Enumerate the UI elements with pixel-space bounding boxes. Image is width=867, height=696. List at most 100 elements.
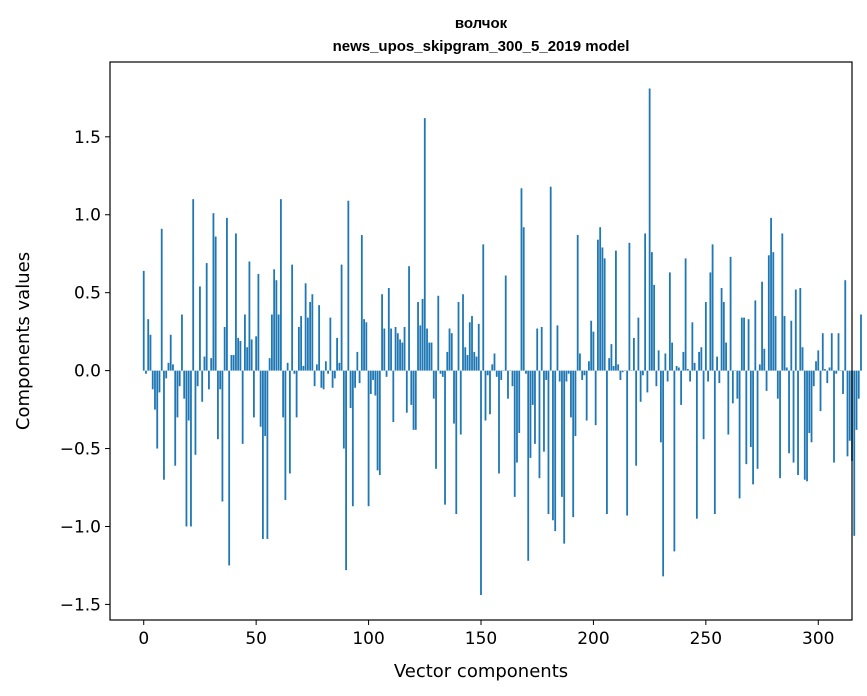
x-tick-label: 150: [465, 629, 497, 649]
bar-212: [619, 370, 622, 380]
bar-82: [327, 370, 329, 374]
bar-17: [181, 314, 183, 371]
bar-83: [329, 317, 332, 371]
bar-232: [664, 353, 667, 371]
y-tick-label: −1.0: [60, 517, 101, 537]
bar-291: [797, 370, 799, 476]
bar-224: [646, 370, 649, 393]
bar-244: [691, 322, 694, 371]
bar-210: [615, 250, 617, 371]
bar-33: [217, 370, 219, 440]
bar-170: [525, 370, 527, 374]
bar-222: [641, 370, 644, 376]
bar-14: [174, 370, 177, 466]
bar-96: [358, 370, 361, 384]
bar-10: [165, 370, 168, 379]
bar-73: [306, 317, 309, 371]
bar-56: [268, 358, 271, 371]
bar-208: [610, 344, 613, 371]
bar-45: [244, 314, 246, 371]
bar-314: [848, 370, 851, 441]
bar-63: [284, 370, 287, 500]
bar-1: [145, 370, 147, 374]
bar-205: [603, 258, 606, 371]
bar-59: [275, 280, 278, 371]
bar-281: [774, 316, 777, 371]
bar-255: [716, 356, 718, 371]
bar-216: [628, 242, 631, 371]
bar-29: [208, 370, 210, 390]
bar-237: [675, 365, 678, 371]
bar-127: [428, 342, 431, 371]
bar-188: [565, 370, 568, 382]
bar-136: [448, 328, 451, 371]
bar-293: [801, 347, 804, 371]
bar-13: [172, 364, 174, 371]
bar-206: [606, 370, 608, 515]
bar-157: [495, 370, 498, 377]
bar-257: [720, 288, 723, 371]
bar-36: [223, 326, 226, 371]
bar-147: [473, 351, 476, 371]
bar-166: [516, 370, 518, 463]
bar-133: [441, 370, 444, 377]
y-tick-label: 1.5: [74, 128, 101, 148]
bar-0: [142, 270, 145, 371]
bar-156: [493, 353, 496, 371]
bar-88: [340, 264, 343, 371]
bar-197: [585, 370, 588, 421]
x-axis-label: Vector components: [394, 661, 568, 682]
bar-155: [491, 364, 494, 371]
bar-140: [457, 302, 460, 371]
bar-62: [282, 370, 285, 418]
bar-221: [639, 370, 642, 402]
y-tick-label: 0.0: [74, 362, 101, 382]
bar-68: [295, 370, 298, 418]
bar-15: [176, 370, 179, 418]
bar-137: [450, 333, 453, 371]
bar-23: [194, 370, 197, 455]
bar-86: [336, 337, 338, 371]
bar-106: [381, 294, 383, 371]
bar-235: [671, 342, 674, 371]
bar-258: [722, 302, 725, 371]
bar-286: [785, 367, 788, 371]
bar-105: [378, 370, 381, 476]
bar-119: [410, 370, 413, 405]
bar-198: [588, 361, 590, 371]
bar-81: [324, 361, 327, 371]
bar-276: [763, 348, 766, 371]
bar-37: [226, 217, 228, 371]
bar-215: [626, 370, 629, 516]
x-tick-label: 100: [352, 629, 384, 649]
bar-11: [167, 362, 170, 371]
bar-265: [738, 370, 741, 499]
bar-77: [315, 364, 318, 371]
bar-309: [837, 333, 840, 371]
bar-230: [659, 370, 662, 443]
bar-207: [608, 358, 611, 371]
bar-296: [808, 370, 811, 433]
bar-267: [743, 317, 745, 371]
bar-115: [401, 342, 404, 371]
bar-304: [826, 370, 829, 384]
bar-16: [178, 370, 181, 387]
bar-252: [709, 272, 712, 371]
bar-12: [169, 334, 172, 371]
bar-192: [574, 370, 577, 437]
bar-2: [147, 319, 150, 371]
bar-58: [273, 269, 276, 371]
bar-289: [792, 370, 795, 463]
bar-261: [729, 256, 732, 371]
x-axis-ticks: 0 50 100 150 200 250 300: [138, 620, 834, 649]
bar-200: [592, 331, 595, 371]
bar-76: [313, 370, 316, 387]
y-tick-label: 1.0: [74, 206, 101, 226]
bar-228: [655, 370, 658, 387]
x-tick-label: 50: [245, 629, 267, 649]
bar-132: [439, 370, 442, 374]
bar-250: [704, 302, 707, 371]
bar-80: [322, 370, 325, 390]
bar-186: [561, 370, 563, 497]
bar-233: [666, 370, 669, 382]
